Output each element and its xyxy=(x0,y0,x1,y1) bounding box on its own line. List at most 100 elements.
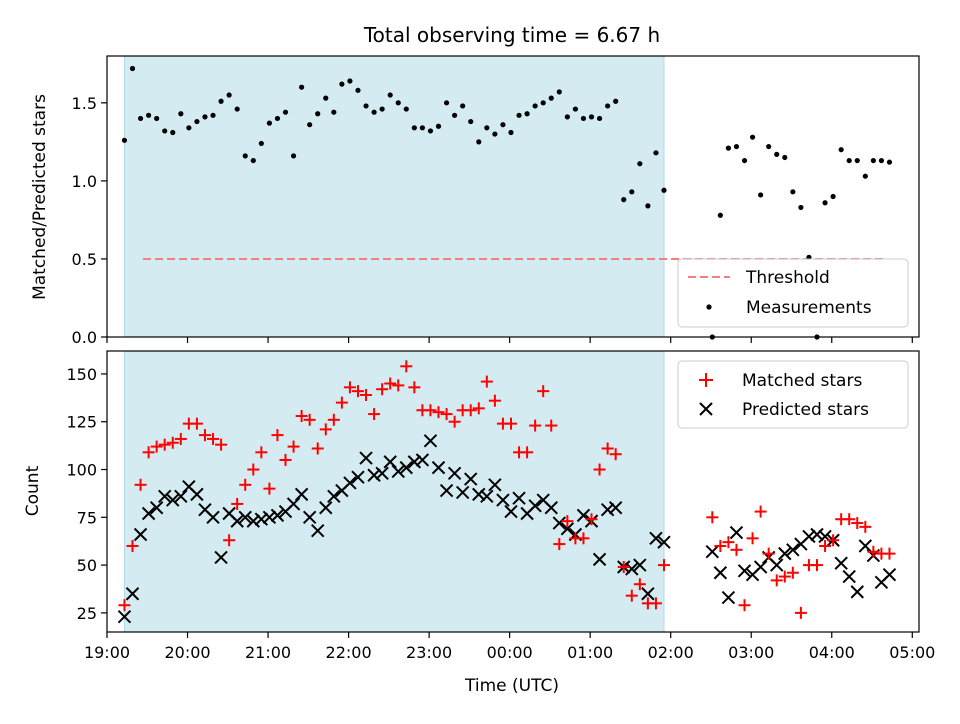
measurement-point xyxy=(162,128,168,134)
matched-point xyxy=(585,513,598,526)
measurement-point xyxy=(629,189,635,195)
predicted-point xyxy=(270,508,285,523)
bottom-xtick-label: 23:00 xyxy=(406,643,452,662)
matched-point xyxy=(335,396,348,409)
measurement-point xyxy=(387,92,393,98)
bottom-shaded-span xyxy=(123,350,665,633)
measurement-point xyxy=(452,112,458,118)
matched-point xyxy=(521,446,534,459)
predicted-point xyxy=(206,510,220,525)
bottom-ytick-label: 25 xyxy=(77,604,97,623)
matched-point xyxy=(343,381,356,394)
measurement-point xyxy=(403,106,409,112)
matched-point xyxy=(239,478,252,491)
top-ytick-label: 1.0 xyxy=(72,172,97,191)
matched-point xyxy=(786,566,799,579)
measurement-point xyxy=(226,92,232,98)
matched-point xyxy=(593,463,606,476)
predicted-point xyxy=(391,464,405,479)
predicted-point xyxy=(649,531,663,546)
matched-point xyxy=(223,534,236,547)
measurement-point xyxy=(323,95,329,101)
measurement-point xyxy=(427,128,434,134)
bottom-ytick-label: 75 xyxy=(77,508,97,527)
measurement-point xyxy=(886,159,893,165)
measurement-point xyxy=(854,157,860,164)
bottom-xtick-label: 00:00 xyxy=(487,643,533,662)
predicted-point xyxy=(149,501,164,515)
predicted-point xyxy=(327,489,341,503)
measurement-point xyxy=(532,103,538,109)
measurement-point xyxy=(242,153,248,159)
predicted-point xyxy=(343,476,357,490)
legend-measurements-label: Measurements xyxy=(746,298,872,318)
predicted-point xyxy=(834,556,848,570)
measurement-point xyxy=(621,197,627,203)
measurement-point xyxy=(218,98,224,104)
matched-point xyxy=(190,417,203,430)
matched-point xyxy=(553,538,566,551)
predicted-point xyxy=(367,468,381,482)
bottom-yticks: 25 50 75 100 125 150 xyxy=(66,365,107,623)
top-ytick-label: 0.5 xyxy=(72,250,97,269)
matched-point xyxy=(360,388,373,401)
matched-point xyxy=(730,543,743,556)
measurement-point xyxy=(307,122,313,128)
measurement-point xyxy=(588,114,595,120)
matched-point xyxy=(142,446,155,459)
matched-point xyxy=(174,432,187,445)
matched-point xyxy=(400,360,413,373)
predicted-point xyxy=(407,455,422,469)
bottom-ytick-label: 100 xyxy=(66,461,97,480)
bottom-ytick-label: 50 xyxy=(77,556,97,575)
matched-point xyxy=(617,561,630,574)
predicted-point xyxy=(294,487,309,502)
matched-point xyxy=(279,453,292,466)
top-shaded-span xyxy=(123,55,665,338)
measurement-point xyxy=(290,153,297,159)
bottom-xtick-label: 21:00 xyxy=(245,643,291,662)
predicted-point xyxy=(472,487,486,502)
top-yticks: 0.0 0.5 1.0 1.5 xyxy=(72,94,107,347)
predicted-point xyxy=(850,585,864,599)
predicted-point xyxy=(753,560,768,574)
matched-point xyxy=(851,517,864,530)
bottom-xtick-label: 05:00 xyxy=(889,643,935,662)
predicted-point xyxy=(262,510,277,525)
matched-point xyxy=(303,413,316,426)
matched-point xyxy=(424,404,437,417)
predicted-point xyxy=(512,491,526,505)
bottom-xtick-label: 20:00 xyxy=(164,643,210,662)
measurement-point xyxy=(468,118,474,125)
measurement-point xyxy=(210,112,216,118)
measurement-point xyxy=(234,106,240,112)
measurement-point xyxy=(460,103,466,109)
predicted-point xyxy=(729,525,744,540)
matched-point xyxy=(561,515,574,528)
matched-point xyxy=(537,385,550,398)
predicted-point xyxy=(286,497,301,511)
matched-point xyxy=(271,429,284,442)
bottom-xtick-label: 22:00 xyxy=(326,643,372,662)
measurement-point xyxy=(774,151,780,157)
predicted-point xyxy=(359,451,373,465)
matched-point xyxy=(215,438,228,451)
matched-point xyxy=(118,599,131,612)
measurement-point xyxy=(637,161,643,167)
predicted-point xyxy=(778,546,792,561)
measurement-point xyxy=(146,112,152,118)
measurement-point xyxy=(411,125,417,131)
predicted-point xyxy=(174,489,188,503)
legend-threshold-label: Threshold xyxy=(745,268,830,288)
matched-point xyxy=(754,505,767,518)
bottom-axes-frame xyxy=(106,350,920,633)
bottom-xtick-label: 19:00 xyxy=(84,643,130,662)
measurement-point xyxy=(830,193,836,200)
measurement-point xyxy=(266,120,272,126)
matched-point xyxy=(231,497,244,510)
predicted-point xyxy=(431,460,446,475)
predicted-point xyxy=(311,523,325,538)
measurement-point xyxy=(605,103,611,109)
predicted-point xyxy=(415,453,430,467)
matched-point xyxy=(150,440,163,453)
